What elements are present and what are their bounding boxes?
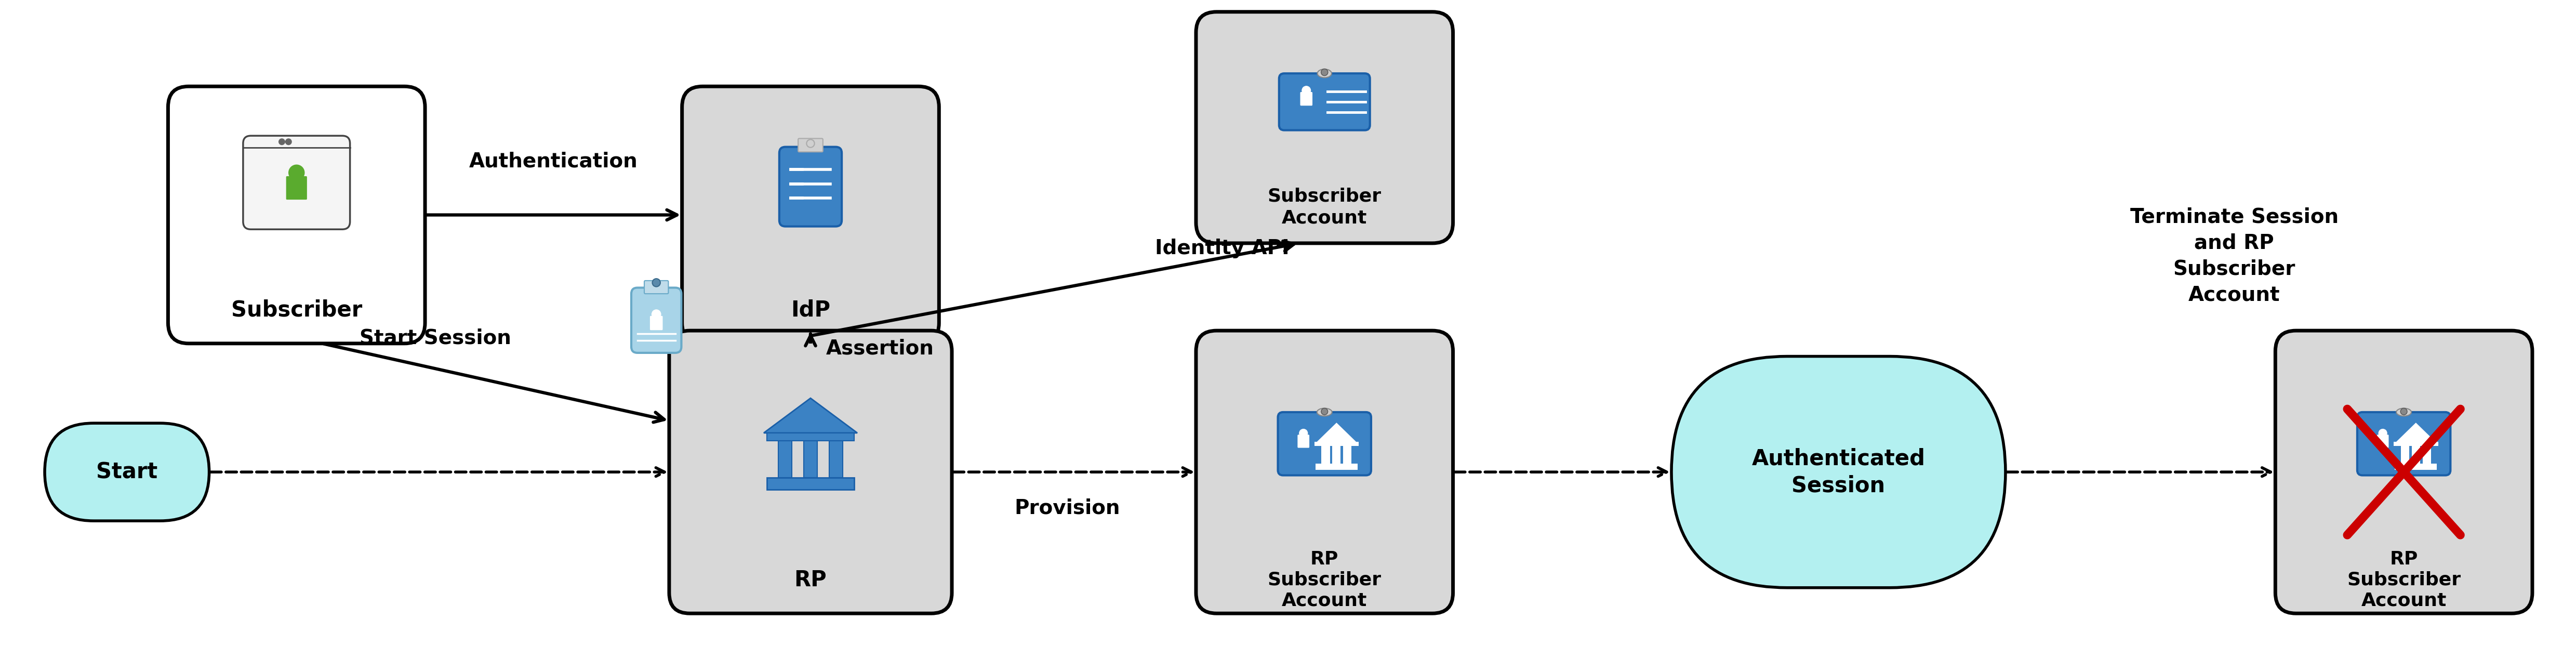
Bar (778, 441, 791, 478)
Bar (2396, 464, 2437, 470)
Text: Start: Start (95, 461, 157, 483)
FancyBboxPatch shape (44, 423, 209, 521)
Text: Assertion: Assertion (827, 339, 935, 358)
Bar (1314, 442, 1358, 446)
FancyBboxPatch shape (799, 138, 822, 152)
FancyBboxPatch shape (644, 280, 667, 294)
Bar (804, 441, 817, 478)
FancyBboxPatch shape (2357, 412, 2450, 475)
Text: RP
Subscriber
Account: RP Subscriber Account (2347, 551, 2460, 609)
Circle shape (652, 278, 659, 287)
Circle shape (1301, 86, 1311, 95)
Bar (1321, 444, 1329, 464)
Circle shape (2401, 408, 2406, 415)
Polygon shape (1314, 423, 1358, 444)
Text: Authenticated
Session: Authenticated Session (1752, 448, 1924, 497)
Bar (2421, 444, 2432, 464)
Bar (1342, 444, 1352, 464)
FancyBboxPatch shape (1278, 412, 1370, 475)
Circle shape (289, 165, 304, 180)
Text: Authentication: Authentication (469, 152, 639, 171)
Circle shape (1321, 408, 1327, 415)
FancyBboxPatch shape (1301, 93, 1311, 105)
FancyBboxPatch shape (1298, 435, 1309, 448)
Bar (2393, 442, 2437, 446)
Ellipse shape (2396, 408, 2411, 416)
Bar (768, 478, 855, 490)
FancyBboxPatch shape (649, 316, 662, 330)
Circle shape (806, 140, 814, 148)
Bar (1332, 444, 1340, 464)
FancyBboxPatch shape (1195, 12, 1453, 243)
Text: Start Session: Start Session (361, 328, 510, 348)
FancyBboxPatch shape (670, 331, 953, 613)
Text: Provision: Provision (1015, 498, 1121, 518)
Text: IdP: IdP (791, 299, 829, 321)
Polygon shape (762, 398, 858, 433)
Bar (829, 441, 842, 478)
Circle shape (2378, 429, 2388, 437)
FancyBboxPatch shape (683, 87, 940, 344)
Bar (2411, 444, 2419, 464)
FancyBboxPatch shape (1672, 356, 2007, 588)
Text: Subscriber: Subscriber (232, 299, 363, 321)
FancyBboxPatch shape (631, 288, 683, 353)
Polygon shape (2393, 423, 2437, 444)
Bar (2401, 444, 2409, 464)
FancyBboxPatch shape (2378, 435, 2388, 448)
Ellipse shape (1316, 69, 1332, 78)
FancyBboxPatch shape (2275, 331, 2532, 613)
FancyBboxPatch shape (781, 147, 842, 226)
Text: Identity API: Identity API (1154, 238, 1288, 258)
Text: RP
Subscriber
Account: RP Subscriber Account (1267, 551, 1381, 609)
Circle shape (1298, 429, 1309, 437)
Bar (1316, 464, 1358, 470)
Text: Subscriber
Account: Subscriber Account (1267, 187, 1381, 227)
Text: Terminate Session
and RP
Subscriber
Account: Terminate Session and RP Subscriber Acco… (2130, 207, 2339, 305)
Circle shape (652, 310, 662, 319)
Circle shape (286, 139, 291, 145)
Circle shape (278, 139, 286, 145)
FancyBboxPatch shape (1195, 331, 1453, 613)
FancyBboxPatch shape (167, 87, 425, 344)
Text: RP: RP (793, 569, 827, 591)
Ellipse shape (1316, 408, 1332, 416)
Circle shape (1321, 69, 1327, 76)
Bar (768, 433, 855, 441)
FancyBboxPatch shape (242, 136, 350, 229)
FancyBboxPatch shape (1280, 73, 1370, 130)
FancyBboxPatch shape (286, 176, 307, 199)
